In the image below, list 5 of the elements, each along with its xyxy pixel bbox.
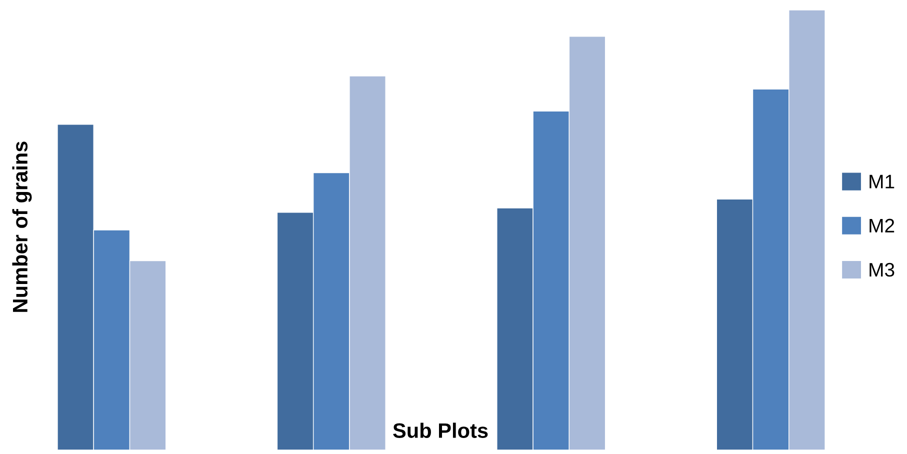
y-axis-title: Number of grains (12, 142, 32, 312)
x-axis-title: Sub Plots (393, 422, 488, 438)
legend-label: M3 (870, 262, 894, 277)
legend-label: M2 (870, 218, 894, 232)
legend-label: M1 (870, 174, 894, 188)
